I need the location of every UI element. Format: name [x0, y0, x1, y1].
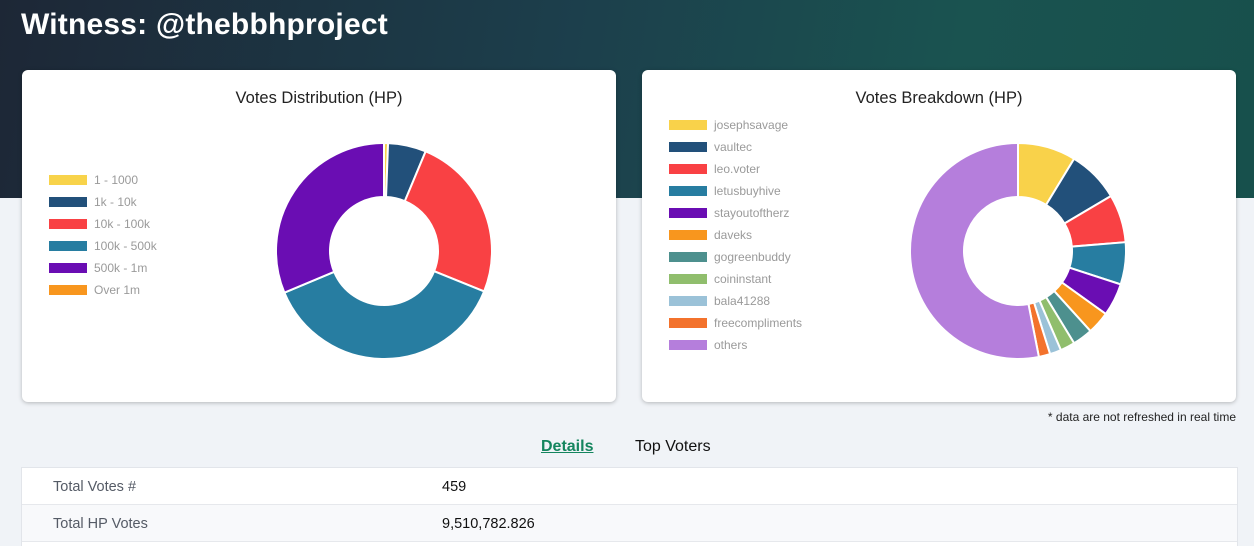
legend-label: 100k - 500k — [94, 239, 157, 253]
legend-item-daveks[interactable]: daveks — [669, 228, 752, 242]
donut-slice-500k-1m[interactable] — [275, 141, 385, 294]
legend-label: others — [714, 338, 748, 352]
legend-item-over-1m[interactable]: Over 1m — [49, 283, 140, 297]
legend-item-100k-500k[interactable]: 100k - 500k — [49, 239, 157, 253]
legend-label: josephsavage — [714, 118, 789, 132]
legend-label: 10k - 100k — [94, 217, 151, 231]
legend-swatch — [669, 340, 707, 350]
legend-label: 1 - 1000 — [94, 173, 139, 187]
legend-item-others[interactable]: others — [669, 338, 747, 352]
donut-slice-others[interactable] — [909, 141, 1041, 360]
total-votes-value: 459 — [442, 479, 467, 495]
legend-swatch — [49, 241, 87, 251]
legend-item-500k-1m[interactable]: 500k - 1m — [49, 261, 147, 275]
legend-item-coininstant[interactable]: coininstant — [669, 272, 771, 286]
legend-label: stayoutoftherz — [714, 206, 790, 220]
votes-breakdown-donut — [909, 141, 1127, 360]
legend-swatch — [669, 164, 707, 174]
legend-swatch — [49, 285, 87, 295]
legend-swatch — [49, 197, 87, 207]
donut-slice-10k-100k[interactable] — [403, 150, 493, 293]
page-title: Witness: @thebbhproject — [21, 8, 388, 41]
legend-item-stayoutoftherz[interactable]: stayoutoftherz — [669, 206, 789, 220]
legend-swatch — [669, 296, 707, 306]
legend-item-1k-10k[interactable]: 1k - 10k — [49, 195, 137, 209]
legend-swatch — [669, 186, 707, 196]
total-hp-votes-label: Total HP Votes — [53, 516, 148, 532]
votes-distribution-donut — [275, 141, 493, 360]
legend-item-freecompliments[interactable]: freecompliments — [669, 316, 802, 330]
legend-label: letusbuyhive — [714, 184, 781, 198]
legend-label: bala41288 — [714, 294, 771, 308]
legend-label: 1k - 10k — [94, 195, 137, 209]
votes-distribution-card: Votes Distribution (HP) 1 - 1000 1k - 10k… — [22, 70, 616, 402]
legend-label: gogreenbuddy — [714, 250, 791, 264]
legend-label: leo.voter — [714, 162, 761, 176]
legend-label: Over 1m — [94, 283, 141, 297]
legend-swatch — [49, 175, 87, 185]
details-table: Total Votes # 459 Total HP Votes 9,510,7… — [21, 467, 1238, 546]
total-votes-label: Total Votes # — [53, 479, 137, 495]
votes-breakdown-card: Votes Breakdown (HP) josephsavage vaultec… — [642, 70, 1236, 402]
legend-swatch — [669, 230, 707, 240]
legend-swatch — [669, 252, 707, 262]
legend-item-1-1000[interactable]: 1 - 1000 — [49, 173, 138, 187]
refresh-footnote: * data are not refreshed in real time — [1047, 410, 1236, 424]
legend-item-leo-voter[interactable]: leo.voter — [669, 162, 760, 176]
legend-item-bala41288[interactable]: bala41288 — [669, 294, 770, 308]
legend-item-gogreenbuddy[interactable]: gogreenbuddy — [669, 250, 791, 264]
votes-breakdown-title: Votes Breakdown (HP) — [855, 89, 1023, 107]
donut-slice-100k-500k[interactable] — [283, 269, 486, 360]
table-row: Total Votes # 459 — [22, 468, 1237, 505]
votes-distribution-title: Votes Distribution (HP) — [235, 89, 403, 107]
legend-swatch — [669, 318, 707, 328]
total-hp-votes-value: 9,510,782.826 — [442, 516, 535, 532]
legend-label: freecompliments — [714, 316, 803, 330]
legend-swatch — [669, 120, 707, 130]
tab-top-voters[interactable]: Top Voters — [635, 438, 711, 455]
legend-label: coininstant — [714, 272, 772, 286]
legend-label: daveks — [714, 228, 753, 242]
table-row: Total HP Votes 9,510,782.826 — [22, 505, 1237, 542]
legend-item-vaultec[interactable]: vaultec — [669, 140, 752, 154]
legend-swatch — [669, 142, 707, 152]
legend-label: vaultec — [714, 140, 753, 154]
legend-swatch — [49, 219, 87, 229]
legend-swatch — [669, 274, 707, 284]
legend-swatch — [49, 263, 87, 273]
legend-item-josephsavage[interactable]: josephsavage — [669, 118, 788, 132]
legend-item-letusbuyhive[interactable]: letusbuyhive — [669, 184, 781, 198]
legend-label: 500k - 1m — [94, 261, 148, 275]
tab-details[interactable]: Details — [541, 438, 594, 455]
legend-swatch — [669, 208, 707, 218]
legend-item-10k-100k[interactable]: 10k - 100k — [49, 217, 150, 231]
